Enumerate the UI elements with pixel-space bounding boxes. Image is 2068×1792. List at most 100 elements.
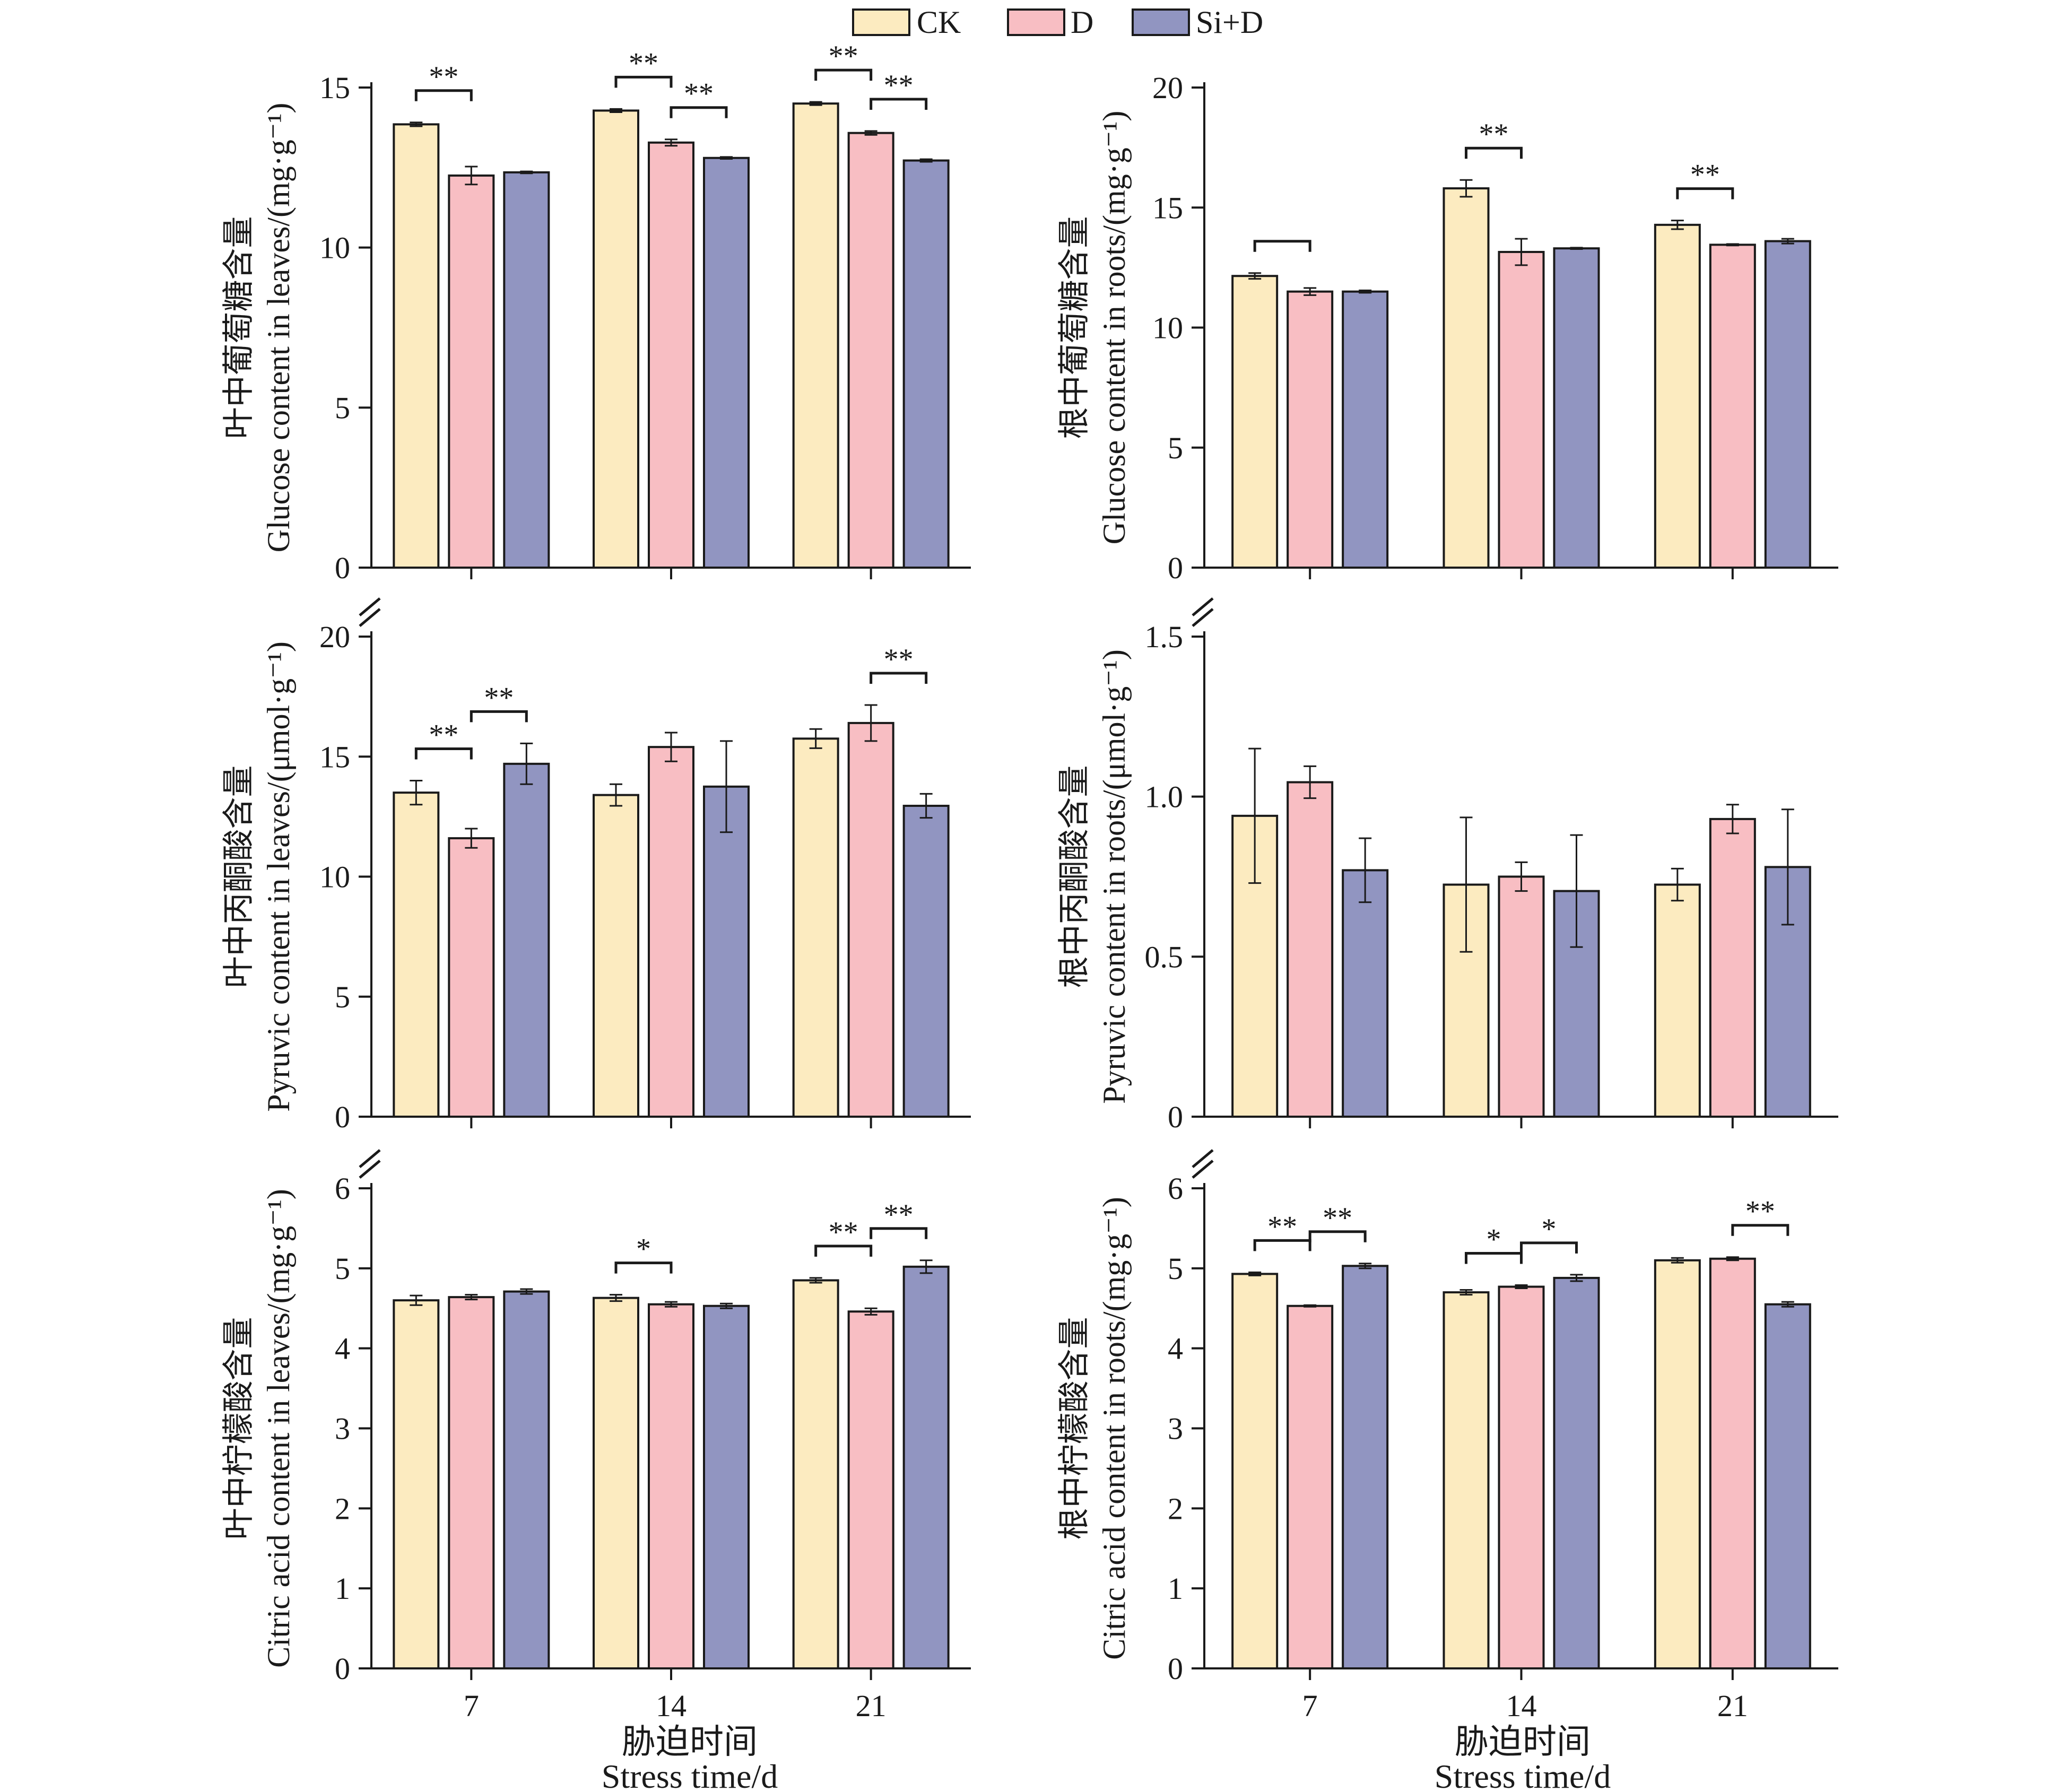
x-tick-label: 21 [856,1689,887,1723]
bar-ck-7 [393,1299,440,1670]
significance-bracket [870,98,928,110]
significance-label: ** [1323,1202,1352,1234]
significance-label: * [1542,1213,1557,1246]
significance-label: ** [1745,1195,1775,1228]
axis-break-mark [1192,597,1214,616]
bar-d-21 [1709,1257,1756,1670]
bar-sid-14 [1553,247,1600,569]
bar-ck-21 [1654,223,1701,569]
significance-label: * [1487,1223,1501,1256]
y-tick-label: 1.0 [1145,780,1184,814]
legend: CK D Si+D [852,5,1263,40]
bar-sid-7 [503,1290,550,1669]
y-tick-label: 1 [335,1571,350,1606]
x-tick-label: 7 [1302,1689,1318,1723]
axis-break-mark [359,1149,381,1168]
significance-label: ** [1690,159,1720,192]
y-tick-label: 4 [1168,1332,1183,1366]
axis-break-mark [1192,608,1214,627]
chart-panel-5: 0 1 2 3 4 5 6 叶中柠檬酸含量 Citric acid content in lea… [221,1149,971,1723]
significance-bracket [1253,1239,1311,1251]
x-title-zh-right: 胁迫时间 [1455,1723,1591,1761]
significance-bracket [1520,1241,1578,1254]
y-tick-label: 0 [1168,1651,1183,1686]
y-tick-label: 5 [335,980,350,1014]
axis-break-mark [359,597,381,616]
y-tick-label: 3 [1168,1412,1183,1446]
y-axis-title-zh: 叶中柠檬酸含量 [221,1317,256,1540]
significance-label: ** [829,1216,858,1249]
legend-swatch-ck [852,8,910,36]
bar-ck-21 [792,737,839,1118]
y-axis-title-zh: 根中葡萄糖含量 [1057,216,1092,439]
chart-panel-1: 0 5 10 15 叶中葡萄糖含量 Glucose content in leaves/(… [221,40,971,585]
x-tick-label: 7 [464,1689,479,1723]
y-axis-title-zh: 根中丙酮酸含量 [1057,765,1092,988]
bar-d-14 [1498,1285,1545,1669]
y-tick-label: 1.5 [1145,620,1184,654]
bar-d-7 [448,1296,495,1669]
bar-sid-21 [1764,240,1811,569]
x-title-en-left: Stress time/d [602,1758,778,1792]
bar-d-7 [448,174,495,569]
bar-sid-21 [1764,1303,1811,1669]
y-axis-title-zh: 叶中丙酮酸含量 [221,765,256,988]
y-axis-title-en: Pyruvic content in roots/(μmol·g⁻¹) [1097,649,1132,1104]
significance-bracket [1731,1224,1789,1236]
significance-label: ** [829,40,858,73]
bar-d-7 [1287,290,1334,569]
bar-ck-7 [1231,1273,1279,1669]
significance-label: ** [484,681,514,714]
bar-sid-14 [703,785,750,1118]
bar-ck-21 [792,1279,839,1669]
bar-ck-7 [393,791,440,1118]
significance-bracket [870,1227,928,1239]
bar-sid-7 [503,171,550,569]
significance-bracket [1308,1230,1367,1242]
x-tick-label: 14 [656,1689,687,1723]
significance-bracket [814,68,873,81]
axis-break-mark [1192,1149,1214,1168]
axis-break-mark [359,1160,381,1179]
y-tick-label: 10 [1152,311,1183,345]
y-tick-label: 10 [319,231,350,265]
bar-ck-21 [792,102,839,569]
axis-break-mark [359,608,381,627]
bar-sid-7 [1342,290,1389,569]
significance-label: * [636,1233,651,1266]
y-tick-label: 10 [319,860,350,894]
y-tick-label: 0.5 [1145,940,1184,974]
bar-d-21 [847,721,894,1118]
bar-d-21 [1709,817,1756,1118]
bar-ck-21 [1654,1259,1701,1669]
significance-bracket [470,710,528,723]
y-tick-label: 5 [335,1251,350,1286]
y-tick-label: 15 [319,71,350,105]
y-tick-label: 6 [1168,1171,1183,1206]
y-tick-label: 0 [1168,1100,1183,1134]
y-tick-label: 0 [1168,551,1183,585]
y-axis-title-en: Pyruvic content in leaves/(μmol·g⁻¹) [261,641,296,1112]
bar-ck-7 [1231,275,1279,569]
y-axis-title-zh: 叶中葡萄糖含量 [221,216,256,439]
bar-ck-14 [593,1297,639,1669]
legend-swatch-d [1007,8,1065,36]
bar-sid-7 [1342,1265,1389,1669]
y-tick-label: 20 [319,620,350,654]
y-tick-label: 4 [335,1332,350,1366]
y-tick-label: 2 [335,1491,350,1526]
significance-bracket [414,747,473,760]
bar-ck-21 [1654,883,1701,1118]
bar-sid-7 [1342,869,1389,1118]
significance-bracket [1676,187,1734,199]
x-title-en-right: Stress time/d [1435,1758,1611,1792]
bar-sid-21 [902,159,950,569]
chart-panel-3: 0 5 10 15 20 叶中丙酮酸含量 Pyruvic content in leaves… [221,597,971,1134]
significance-bracket [1465,146,1523,159]
significance-label: ** [429,719,458,752]
bar-ck-14 [593,109,639,569]
significance-label: ** [684,77,714,110]
significance-bracket [870,672,928,684]
x-title-zh-left: 胁迫时间 [622,1723,758,1761]
significance-bracket [1465,1252,1523,1264]
